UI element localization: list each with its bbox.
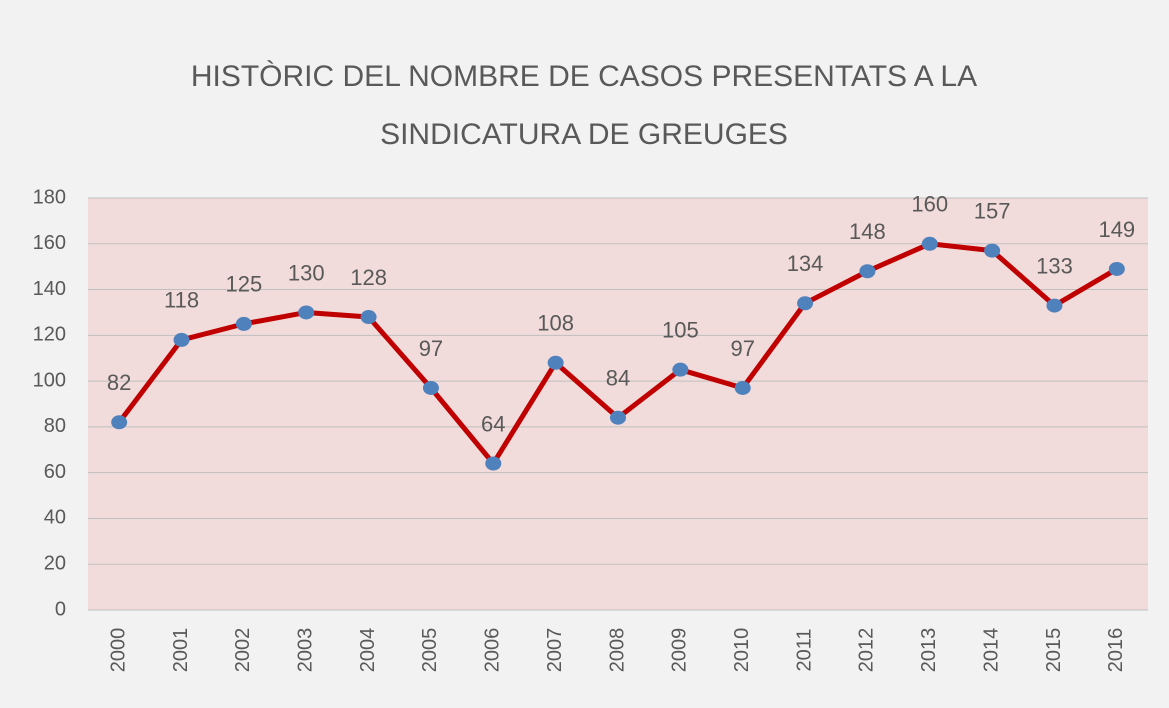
- y-tick-label: 0: [55, 598, 66, 620]
- marker: [734, 380, 751, 395]
- marker: [1108, 261, 1125, 276]
- marker: [422, 380, 439, 395]
- x-tick-label: 2004: [357, 628, 379, 673]
- x-tick-label: 2007: [544, 628, 566, 673]
- y-tick-label: 100: [33, 369, 66, 391]
- x-tick-label: 2016: [1105, 628, 1127, 673]
- data-label: 108: [537, 311, 574, 336]
- y-tick-label: 40: [44, 507, 66, 529]
- x-tick-label: 2001: [170, 628, 192, 673]
- y-tick-label: 80: [44, 415, 66, 437]
- data-label: 148: [849, 219, 886, 244]
- marker: [298, 305, 315, 320]
- x-tick-label: 2013: [918, 628, 940, 673]
- y-tick-label: 160: [33, 232, 66, 254]
- data-label: 97: [419, 336, 443, 361]
- data-label: 134: [787, 251, 824, 276]
- x-tick-label: 2005: [419, 628, 441, 673]
- y-tick-label: 180: [33, 186, 66, 208]
- plot-area: [88, 198, 1148, 610]
- x-tick-label: 2009: [669, 628, 691, 673]
- marker: [360, 310, 377, 325]
- data-label: 128: [350, 265, 387, 290]
- x-tick-label: 2002: [232, 628, 254, 673]
- marker: [547, 355, 564, 370]
- x-tick-label: 2014: [980, 628, 1002, 673]
- marker: [235, 316, 252, 331]
- marker: [672, 362, 689, 377]
- marker: [921, 236, 938, 251]
- data-label: 157: [974, 198, 1011, 223]
- marker: [984, 243, 1001, 258]
- data-label: 125: [226, 272, 263, 297]
- marker: [610, 410, 626, 425]
- x-tick-label: 2003: [295, 628, 317, 673]
- marker: [859, 264, 876, 279]
- x-tick-label: 2008: [606, 628, 628, 673]
- data-label: 105: [662, 317, 699, 342]
- x-tick-label: 2015: [1043, 628, 1065, 673]
- x-tick-label: 2011: [793, 628, 815, 671]
- data-label: 133: [1036, 253, 1073, 278]
- data-label: 130: [288, 260, 325, 285]
- x-tick-label: 2010: [731, 628, 753, 673]
- data-label: 82: [107, 370, 131, 395]
- x-tick-label: 2000: [107, 628, 129, 673]
- marker: [1046, 298, 1063, 313]
- data-label: 64: [481, 411, 505, 436]
- x-tick-label: 2006: [482, 628, 504, 673]
- data-label: 149: [1098, 217, 1135, 242]
- y-tick-label: 140: [33, 278, 66, 300]
- marker: [797, 296, 814, 311]
- y-tick-label: 60: [44, 461, 66, 483]
- data-label: 118: [164, 288, 199, 313]
- y-tick-label: 120: [33, 324, 66, 346]
- marker: [173, 332, 190, 347]
- data-label: 97: [730, 336, 754, 361]
- data-label: 160: [911, 192, 948, 217]
- x-tick-label: 2012: [856, 628, 878, 673]
- marker: [111, 415, 128, 430]
- chart-title: HISTÒRIC DEL NOMBRE DE CASOS PRESENTATS …: [190, 60, 978, 151]
- data-label: 84: [606, 366, 630, 391]
- y-tick-label: 20: [44, 553, 66, 575]
- marker: [485, 456, 502, 471]
